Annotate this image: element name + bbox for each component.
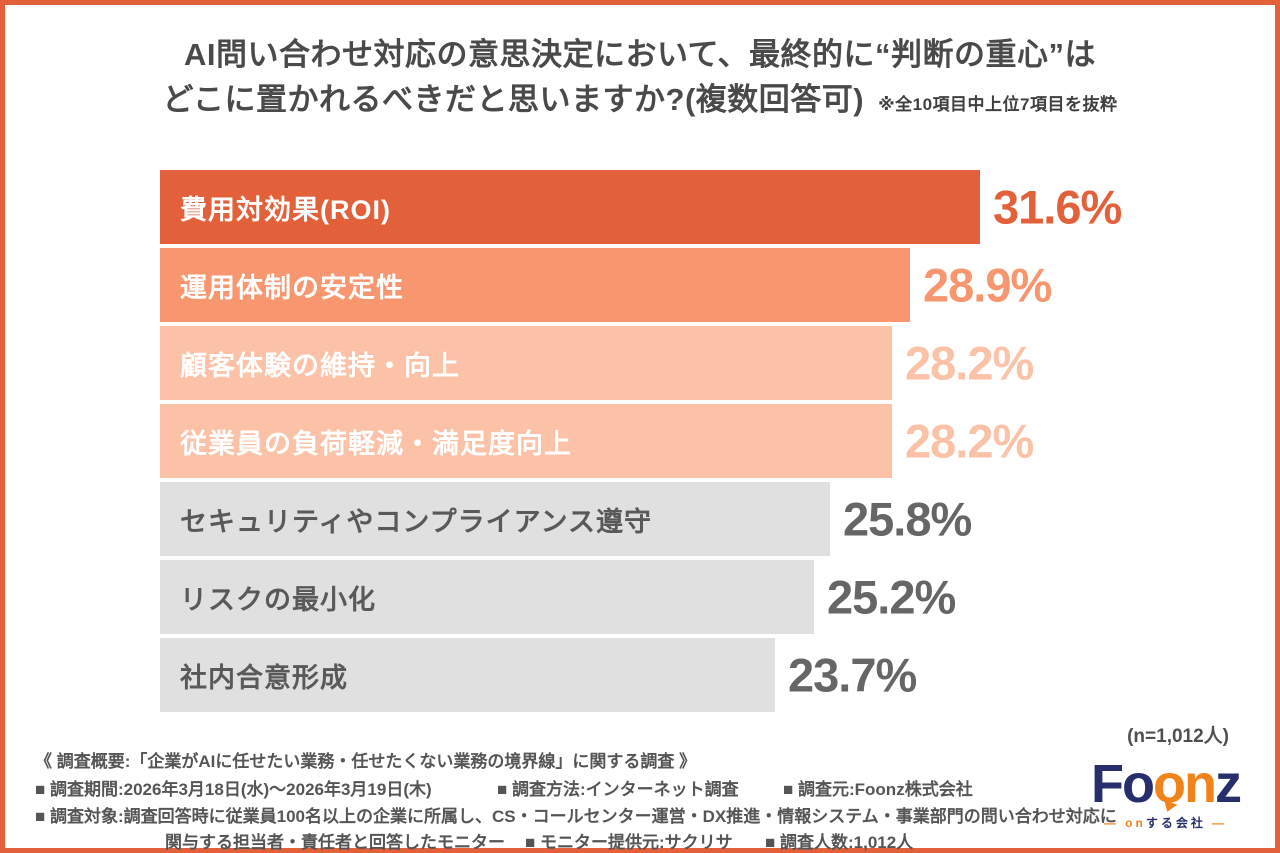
bar-label: 顧客体験の維持・向上 xyxy=(180,350,460,381)
title-line-2: どこに置かれるべきだと思いますか?(複数回答可) xyxy=(162,81,865,117)
bar-value-label: 23.7% xyxy=(788,648,917,702)
bar-row: 費用対効果(ROI) 31.6% xyxy=(160,170,1270,244)
survey-source: ■ 調査元:Foonz株式会社 xyxy=(783,780,973,799)
bar-value-label: 25.8% xyxy=(843,492,972,546)
foonz-logo-text: Foon z xyxy=(1078,754,1253,815)
bar-label: 従業員の負荷軽減・満足度向上 xyxy=(180,428,572,459)
bar-chart: 費用対効果(ROI) 31.6% 運用体制の安定性 28.9% 顧客体験の維持・… xyxy=(160,170,1270,716)
logo-tagline-segment: する会社 xyxy=(1145,816,1206,830)
logo-letter-segment: z xyxy=(1214,754,1242,814)
bar-label: 運用体制の安定性 xyxy=(180,272,404,303)
survey-details: 《 調査概要:「企業がAIに任せたい業務・任せたくない業務の境界線」に関する調査… xyxy=(5,743,1117,853)
bar-row: 従業員の負荷軽減・満足度向上 28.2% xyxy=(160,404,1270,478)
bar-value-label: 25.2% xyxy=(827,570,956,624)
bar-row: リスクの最小化 25.2% xyxy=(160,560,1270,634)
bar: 運用体制の安定性 xyxy=(160,248,910,322)
bar: 顧客体験の維持・向上 xyxy=(160,326,892,400)
bar: 従業員の負荷軽減・満足度向上 xyxy=(160,404,892,478)
bar-label: 社内合意形成 xyxy=(180,662,348,693)
bar: リスクの最小化 xyxy=(160,560,814,634)
bar: 費用対効果(ROI) xyxy=(160,170,980,244)
logo-speech-tail xyxy=(1160,799,1178,815)
bar-value-label: 31.6% xyxy=(993,180,1122,234)
respondent-count: ■ 調査人数:1,012人 xyxy=(765,833,914,852)
foonz-logo: Foon z — onする会社 — xyxy=(1078,757,1253,831)
survey-period: ■ 調査期間:2026年3月18日(水)〜2026年3月19日(木) xyxy=(35,780,432,799)
chart-title: AI問い合わせ対応の意思決定において、最終的に“判断の重心”は どこに置かれるべ… xyxy=(5,33,1275,123)
logo-letter-segment: on xyxy=(1153,754,1217,815)
bar-row: セキュリティやコンプライアンス遵守 25.8% xyxy=(160,482,1270,556)
bar-row: 社内合意形成 23.7% xyxy=(160,638,1270,712)
bar: 社内合意形成 xyxy=(160,638,775,712)
logo-letter-segment: Fo xyxy=(1091,754,1155,814)
survey-method: ■ 調査方法:インターネット調査 xyxy=(497,780,739,799)
bar-label: 費用対効果(ROI) xyxy=(180,194,391,225)
survey-overview: 《 調査概要:「企業がAIに任せたい業務・任せたくない業務の境界線」に関する調査… xyxy=(35,752,697,771)
title-line-1: AI問い合わせ対応の意思決定において、最終的に“判断の重心”は xyxy=(183,37,1097,72)
title-note: ※全10項目中上位7項目を抜粋 xyxy=(878,94,1118,114)
bar: セキュリティやコンプライアンス遵守 xyxy=(160,482,830,556)
bar-label: リスクの最小化 xyxy=(180,584,376,615)
survey-target-cont: 関与する担当者・責任者と回答したモニター xyxy=(165,833,505,852)
bar-value-label: 28.2% xyxy=(905,414,1034,468)
bar-value-label: 28.2% xyxy=(905,336,1034,390)
survey-target: ■ 調査対象:調査回答時に従業員100名以上の企業に所属し、CS・コールセンター… xyxy=(35,807,1117,826)
logo-tagline-segment: — xyxy=(1205,816,1228,830)
monitor-provider: ■ モニター提供元:サクリサ xyxy=(525,833,733,852)
bar-value-label: 28.9% xyxy=(923,258,1052,312)
foonz-logo-tagline: — onする会社 — xyxy=(1078,814,1253,831)
bar-row: 顧客体験の維持・向上 28.2% xyxy=(160,326,1270,400)
logo-tagline-segment: — on xyxy=(1103,816,1146,830)
bar-row: 運用体制の安定性 28.9% xyxy=(160,248,1270,322)
bar-label: セキュリティやコンプライアンス遵守 xyxy=(180,506,652,537)
sample-size-note: (n=1,012人) xyxy=(1127,726,1229,747)
